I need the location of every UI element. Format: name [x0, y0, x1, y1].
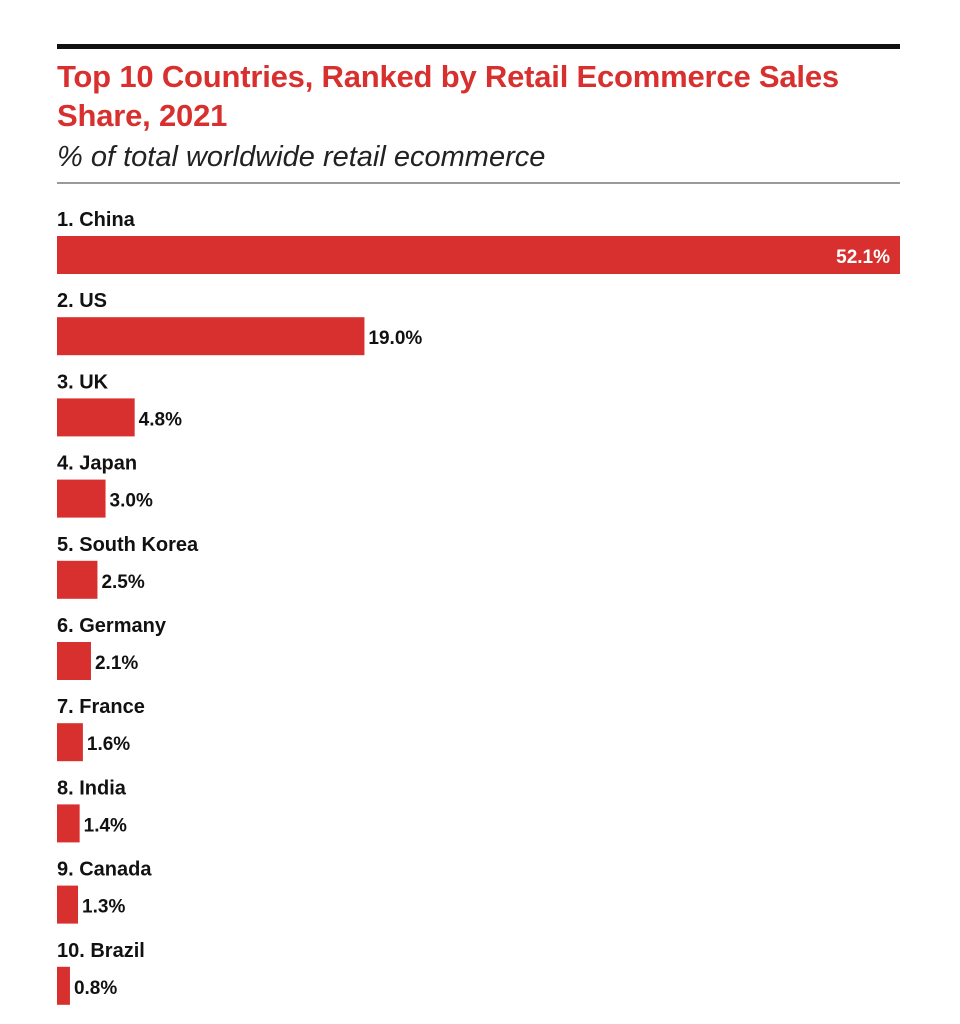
- subtitle-rule: [57, 182, 900, 184]
- bar: [57, 804, 80, 843]
- bar: [57, 966, 70, 1005]
- value-label: 19.0%: [368, 328, 422, 349]
- category-label: 2. US: [57, 290, 107, 312]
- category-label: 3. UK: [57, 371, 109, 393]
- value-label: 1.4%: [84, 815, 127, 836]
- bar: [57, 479, 106, 518]
- category-label: 5. South Korea: [57, 534, 199, 556]
- bar: [57, 236, 900, 274]
- value-label: 3.0%: [110, 491, 153, 512]
- value-label: 2.1%: [95, 653, 138, 674]
- value-label: 1.6%: [87, 734, 130, 755]
- value-label: 2.5%: [101, 572, 144, 593]
- bar: [57, 642, 91, 680]
- bar: [57, 723, 83, 762]
- value-label: 4.8%: [139, 409, 182, 430]
- chart-subtitle: % of total worldwide retail ecommerce: [57, 141, 546, 173]
- value-label: 1.3%: [82, 897, 125, 918]
- category-label: 8. India: [57, 777, 127, 799]
- category-label: 4. Japan: [57, 453, 137, 475]
- category-label: 7. France: [57, 696, 145, 718]
- bar: [57, 560, 98, 599]
- value-label: 0.8%: [74, 978, 117, 999]
- bar: [57, 317, 365, 356]
- value-label: 52.1%: [836, 247, 890, 268]
- bar: [57, 398, 135, 437]
- chart-title: Top 10 Countries, Ranked by Retail Ecomm…: [57, 59, 839, 133]
- top-rule: [57, 44, 900, 49]
- bar: [57, 885, 79, 924]
- category-label: 1. China: [57, 209, 136, 231]
- category-label: 6. Germany: [57, 615, 167, 637]
- category-label: 10. Brazil: [57, 940, 145, 962]
- category-label: 9. Canada: [57, 859, 152, 881]
